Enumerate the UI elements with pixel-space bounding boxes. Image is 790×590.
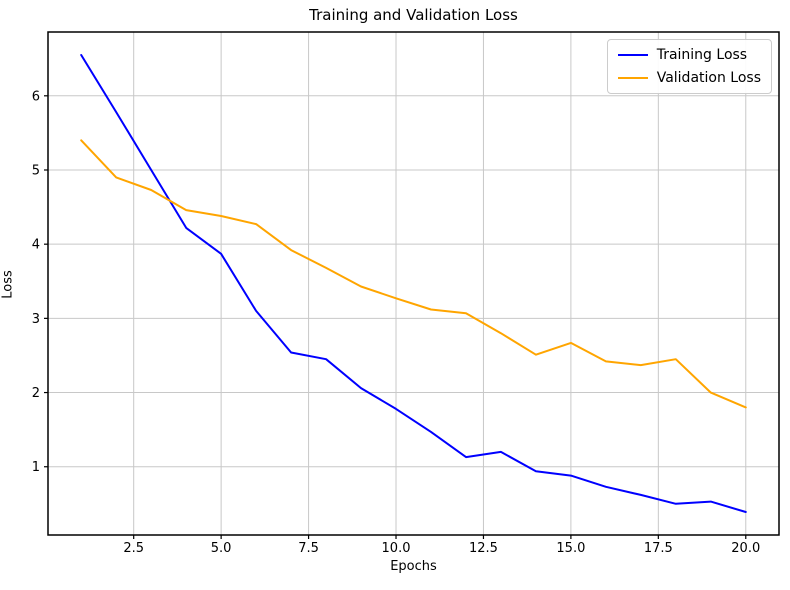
x-tick-label: 17.5 xyxy=(644,541,673,556)
axes-border xyxy=(47,31,780,536)
legend-swatch-training-loss xyxy=(617,54,648,56)
y-tick-label: 5 xyxy=(32,163,40,178)
y-tick-label: 4 xyxy=(32,238,40,253)
x-tick-label: 7.5 xyxy=(298,541,319,556)
legend: Training Loss Validation Loss xyxy=(606,39,772,94)
validation-loss-line xyxy=(80,139,747,409)
x-tick-label: 15.0 xyxy=(556,541,585,556)
y-axis-label: Loss xyxy=(0,270,16,299)
y-tick-label: 1 xyxy=(32,460,40,475)
chart-title: Training and Validation Loss xyxy=(309,6,518,24)
x-tick-label: 12.5 xyxy=(469,541,498,556)
legend-item-validation-loss: Validation Loss xyxy=(617,70,761,86)
x-axis-label: Epochs xyxy=(390,559,437,574)
x-tick-label: 5.0 xyxy=(211,541,232,556)
x-tick-label: 2.5 xyxy=(123,541,144,556)
x-tick-label: 10.0 xyxy=(382,541,411,556)
legend-label-training-loss: Training Loss xyxy=(656,47,748,63)
legend-swatch-validation-loss xyxy=(617,77,648,79)
x-tick-label: 20.0 xyxy=(731,541,760,556)
y-tick-label: 3 xyxy=(32,312,40,327)
y-tick-label: 6 xyxy=(32,89,40,104)
training-loss-line xyxy=(80,54,747,513)
legend-item-training-loss: Training Loss xyxy=(617,47,761,63)
y-tick-label: 2 xyxy=(32,386,40,401)
legend-label-validation-loss: Validation Loss xyxy=(656,70,761,86)
